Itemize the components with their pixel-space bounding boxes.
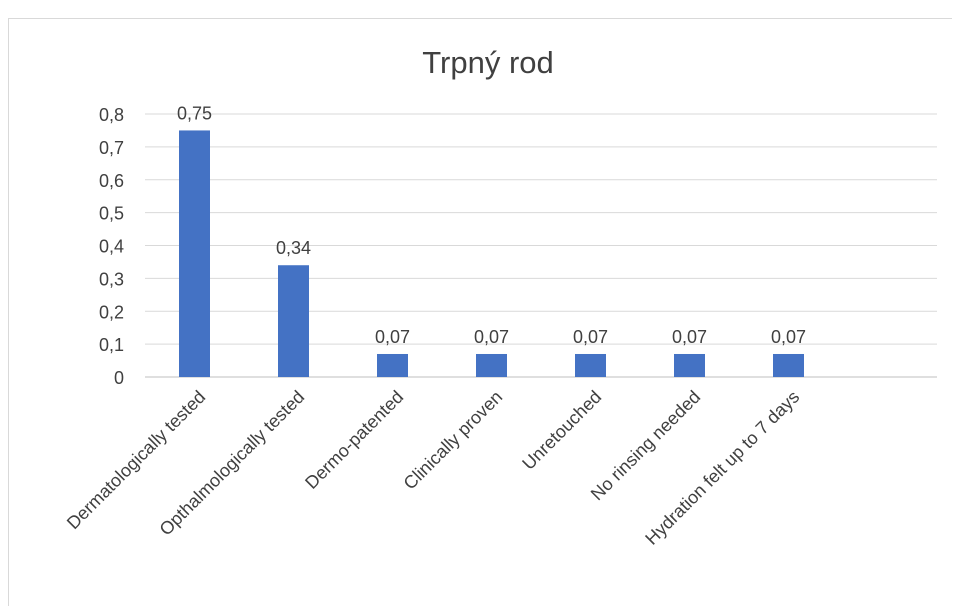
gridlines <box>145 113 937 378</box>
y-tick-label: 0,4 <box>99 237 124 257</box>
y-tick-label: 0,8 <box>99 105 124 125</box>
bar <box>773 353 804 377</box>
y-tick-label: 0,7 <box>99 138 124 158</box>
x-category-label: Unretouched <box>518 387 605 474</box>
data-labels: 0,75 0,34 0,07 0,07 0,07 0,07 0,07 <box>177 103 806 347</box>
y-tick-label: 0,6 <box>99 171 124 191</box>
bar <box>278 265 309 377</box>
x-category-label: No rinsing needed <box>587 387 704 504</box>
x-axis-categories: Dermatologically testedOpthalmologically… <box>63 387 803 549</box>
bar <box>179 130 210 377</box>
data-label: 0,07 <box>672 327 707 347</box>
bar <box>575 353 606 377</box>
x-category-label: Clinically proven <box>400 387 507 494</box>
data-label: 0,07 <box>573 327 608 347</box>
data-label: 0,34 <box>276 238 311 258</box>
data-label: 0,07 <box>474 327 509 347</box>
y-tick-label: 0,5 <box>99 204 124 224</box>
chart-title: Trpný rod <box>422 45 554 80</box>
chart-frame <box>8 18 952 606</box>
data-label: 0,07 <box>771 327 806 347</box>
bar <box>476 353 507 377</box>
x-category-label: Dermo-patented <box>301 387 407 493</box>
y-axis-ticks: 0 0,1 0,2 0,3 0,4 0,5 0,6 0,7 0,8 <box>99 105 124 388</box>
bars <box>179 130 804 377</box>
bar <box>674 353 705 377</box>
y-tick-label: 0,1 <box>99 335 124 355</box>
data-label: 0,07 <box>375 327 410 347</box>
y-tick-label: 0,2 <box>99 302 124 322</box>
y-tick-label: 0,3 <box>99 269 124 289</box>
bar <box>377 353 408 377</box>
y-tick-label: 0 <box>114 368 124 388</box>
data-label: 0,75 <box>177 103 212 123</box>
